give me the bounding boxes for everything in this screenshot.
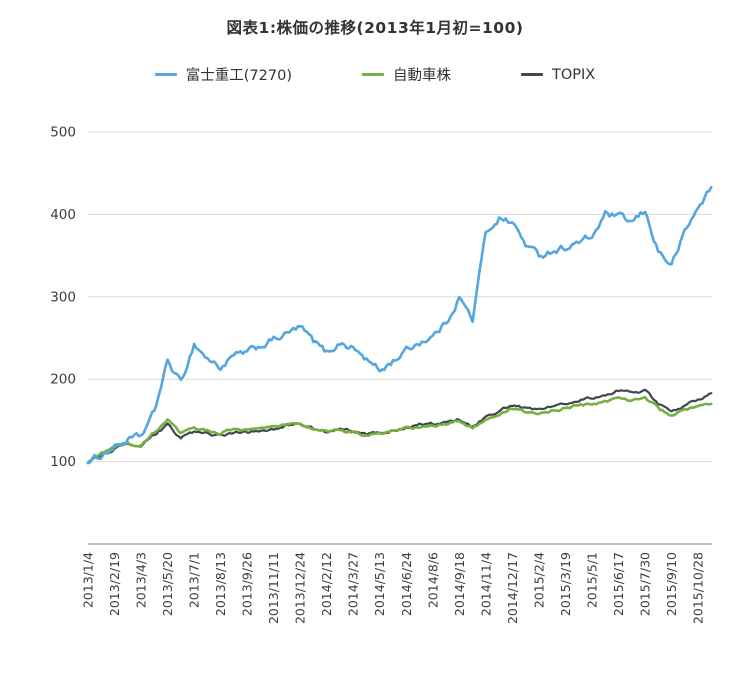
x-tick-label: 2015/5/1 (584, 552, 599, 608)
x-tick-label: 2013/4/3 (134, 552, 149, 608)
x-tick-label: 2013/5/20 (160, 552, 175, 616)
x-tick-label: 2013/12/24 (293, 552, 308, 624)
x-tick-label: 2013/11/11 (266, 552, 281, 624)
x-tick-label: 2013/2/19 (107, 552, 122, 616)
x-tick-label: 2014/9/18 (452, 552, 467, 616)
x-tick-label: 2013/7/1 (187, 552, 202, 608)
y-tick-label: 200 (50, 372, 76, 388)
x-tick-label: 2015/10/28 (691, 552, 706, 624)
legend-label-fuji-heavy: 富士重工(7270) (185, 68, 292, 84)
x-tick-label: 2014/2/12 (319, 552, 334, 616)
x-tick-label: 2014/8/6 (425, 552, 440, 608)
legend-label-auto-stocks: 自動車株 (392, 68, 451, 84)
x-tick-label: 2015/9/10 (664, 552, 679, 616)
x-tick-label: 2015/6/17 (611, 552, 626, 616)
auto-stocks-line (86, 395, 713, 464)
auto-stocks-line-swatch (361, 73, 384, 76)
y-tick-label: 400 (50, 207, 76, 223)
stock-price-line-chart: 100 200 300 400 500 2013/1/4 2013/2/19 2013/4/3… (50, 125, 713, 624)
x-tick-label: 2014/12/17 (505, 552, 520, 624)
x-tick-label: 2014/11/4 (478, 552, 493, 616)
x-tick-label: 2014/3/27 (346, 552, 361, 616)
legend-label-topix: TOPIX (551, 66, 596, 83)
legend-item-fuji-heavy: 富士重工(7270) (154, 64, 292, 85)
x-tick-label: 2013/9/26 (240, 552, 255, 616)
x-tick-label: 2014/5/13 (372, 552, 387, 616)
y-tick-label: 500 (50, 125, 76, 141)
fuji-heavy-line-swatch (154, 73, 177, 76)
x-tick-label: 2013/8/13 (213, 552, 228, 616)
x-tick-label: 2015/3/19 (558, 552, 573, 616)
y-tick-label: 300 (50, 289, 76, 305)
chart-title: 図表1:株価の推移(2013年1月初=100) (226, 19, 524, 37)
fuji-heavy-line (86, 185, 713, 465)
legend-item-topix: TOPIX (520, 66, 596, 83)
y-tick-label: 100 (50, 454, 76, 470)
x-tick-label: 2013/1/4 (81, 552, 96, 608)
topix-line-swatch (520, 73, 543, 76)
x-tick-label: 2015/7/30 (637, 552, 652, 616)
x-tick-label: 2014/6/24 (399, 552, 414, 616)
chart-legend: 富士重工(7270) 自動車株 TOPIX (0, 64, 750, 85)
legend-item-auto-stocks: 自動車株 (361, 64, 451, 85)
topix-line (86, 388, 713, 464)
x-tick-label: 2015/2/4 (531, 552, 546, 608)
